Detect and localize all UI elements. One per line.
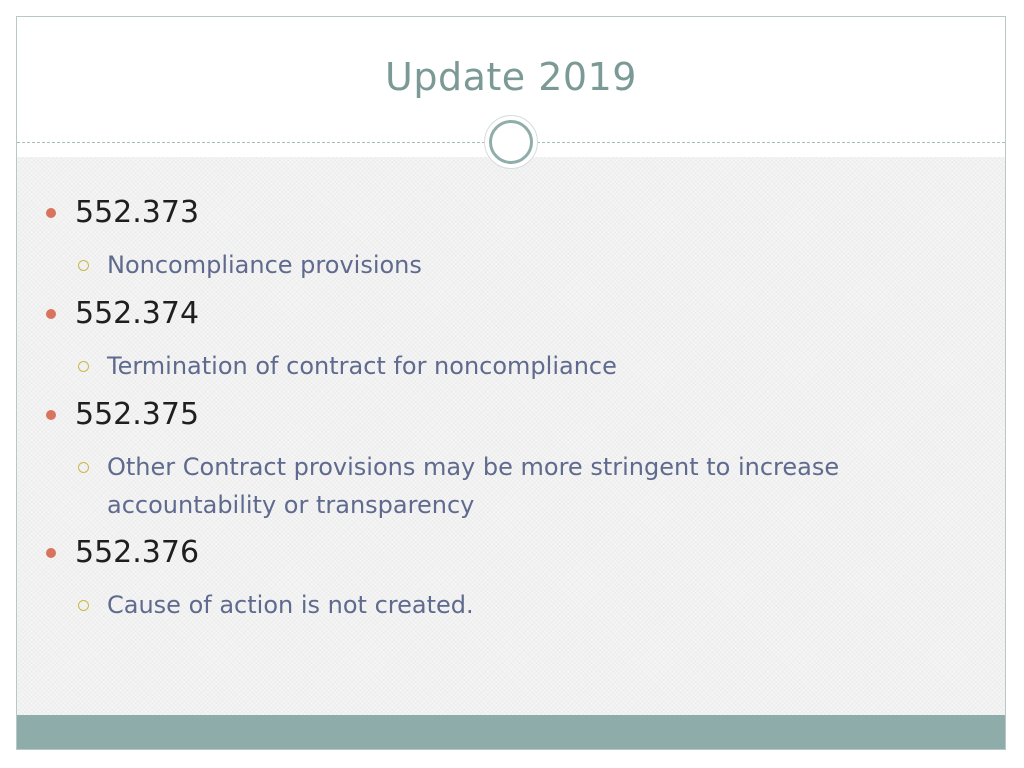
list-item-552-373: 552.373 [75, 195, 200, 230]
decorative-ring-icon [484, 115, 538, 169]
slide-title: Update 2019 [385, 55, 637, 99]
list-item-552-376: 552.376 [75, 535, 200, 570]
footer-bar [17, 715, 1005, 749]
sub-item-termination: Termination of contract for noncomplianc… [107, 352, 617, 380]
list-item-552-374: 552.374 [75, 296, 200, 331]
bullet-icon [46, 548, 56, 558]
bullet-icon [46, 309, 56, 319]
content-area: 552.373 Noncompliance provisions 552.374… [17, 157, 1005, 717]
sub-item-noncompliance: Noncompliance provisions [107, 251, 422, 279]
ring-inner-icon [489, 120, 533, 164]
sub-bullet-icon [78, 361, 89, 372]
slide: Update 2019 552.373 Noncompliance provis… [16, 16, 1006, 750]
sub-bullet-icon [78, 260, 89, 271]
sub-item-cause-of-action: Cause of action is not created. [107, 591, 474, 619]
sub-bullet-icon [78, 600, 89, 611]
bullet-icon [46, 208, 56, 218]
sub-item-other-provisions: Other Contract provisions may be more st… [107, 453, 840, 519]
sub-bullet-icon [78, 462, 89, 473]
list-item-552-375: 552.375 [75, 397, 200, 432]
bullet-icon [46, 410, 56, 420]
